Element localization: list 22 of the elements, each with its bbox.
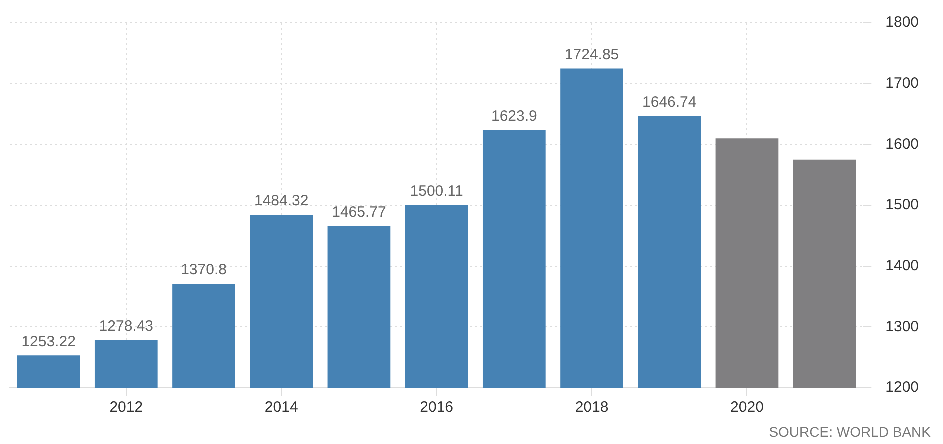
data-label: 1278.43 xyxy=(99,318,154,335)
data-label: 1253.22 xyxy=(22,333,76,350)
data-label: 1646.74 xyxy=(642,94,697,111)
y-tick-label: 1200 xyxy=(886,379,920,396)
source-note: SOURCE: WORLD BANK xyxy=(769,424,931,440)
y-tick-label: 1500 xyxy=(886,196,920,214)
x-tick-label: 2018 xyxy=(575,399,609,416)
data-label: 1465.77 xyxy=(332,204,386,221)
y-tick-label: 1300 xyxy=(886,318,920,336)
data-label: 1500.11 xyxy=(410,183,464,200)
data-label: 1724.85 xyxy=(564,46,620,64)
data-label: 1484.32 xyxy=(254,192,309,210)
x-tick-label: 2020 xyxy=(730,399,764,416)
x-tick-label: 2014 xyxy=(264,399,298,416)
x-tick-label: 2016 xyxy=(420,399,454,416)
y-tick-label: 1800 xyxy=(886,14,920,32)
y-tick-label: 1600 xyxy=(886,136,920,153)
y-tick-label: 1400 xyxy=(886,257,920,274)
data-label: 1623.9 xyxy=(491,108,538,125)
data-label: 1370.8 xyxy=(181,262,227,279)
x-tick-label: 2012 xyxy=(110,399,144,416)
y-tick-label: 1700 xyxy=(886,74,920,92)
